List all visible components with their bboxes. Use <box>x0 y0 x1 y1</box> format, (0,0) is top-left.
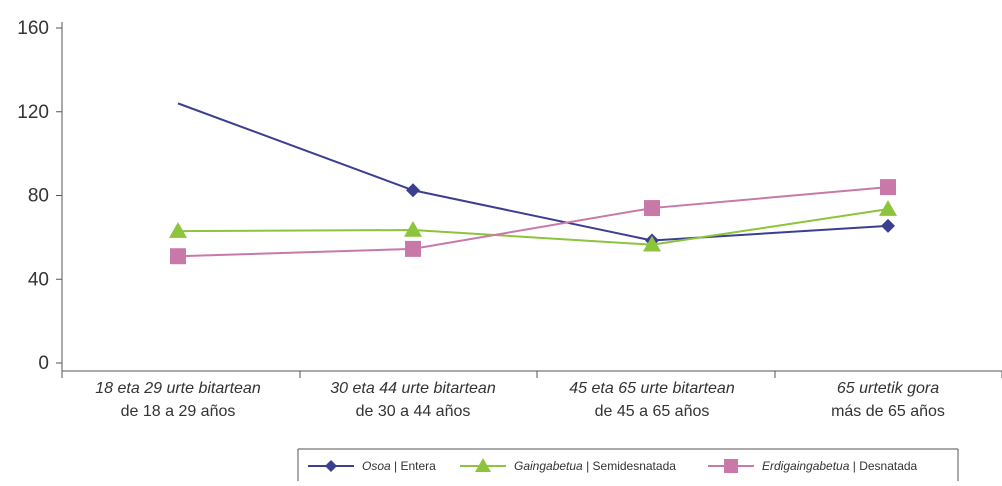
x-category-label-spanish: más de 65 años <box>831 403 945 420</box>
legend-marker-osoa <box>325 460 337 472</box>
data-point-erdigaingabetua <box>644 200 660 217</box>
data-point-erdigaingabetua <box>170 248 186 265</box>
series-line-erdigaingabetua <box>177 186 889 258</box>
series-line-gaingabetua <box>177 208 889 246</box>
series-line-osoa <box>177 102 889 242</box>
x-category-label-basque: 30 eta 44 urte bitartean <box>330 380 496 397</box>
x-category-label-basque: 45 eta 65 urte bitartean <box>569 380 735 397</box>
y-tick-label: 80 <box>28 186 49 207</box>
y-tick-label: 160 <box>17 18 49 39</box>
y-tick-label: 0 <box>38 353 49 374</box>
data-point-osoa <box>406 183 420 198</box>
data-point-erdigaingabetua <box>880 179 896 196</box>
x-category-label-spanish: de 45 a 65 años <box>595 403 710 420</box>
legend-label-erdigaingabetua: Erdigaingabetua | Desnatada <box>762 459 918 473</box>
legend-label-osoa: Osoa | Entera <box>362 459 436 473</box>
y-tick-label: 120 <box>17 102 49 123</box>
legend-marker-erdigaingabetua <box>724 459 738 473</box>
data-point-gaingabetua <box>404 221 422 237</box>
data-point-osoa <box>881 218 895 233</box>
legend-label-gaingabetua: Gaingabetua | Semidesnatada <box>514 459 676 473</box>
legend-marker-gaingabetua <box>475 458 491 472</box>
x-category-label-basque: 65 urtetik gora <box>837 380 939 397</box>
data-point-erdigaingabetua <box>405 240 421 257</box>
x-category-label-spanish: de 30 a 44 años <box>356 403 471 420</box>
x-category-label-basque: 18 eta 29 urte bitartean <box>95 380 261 397</box>
x-category-label-spanish: de 18 a 29 años <box>121 403 236 420</box>
y-tick-label: 40 <box>28 269 49 290</box>
data-point-gaingabetua <box>643 235 661 252</box>
data-point-gaingabetua <box>169 222 187 238</box>
data-point-gaingabetua <box>879 200 897 216</box>
